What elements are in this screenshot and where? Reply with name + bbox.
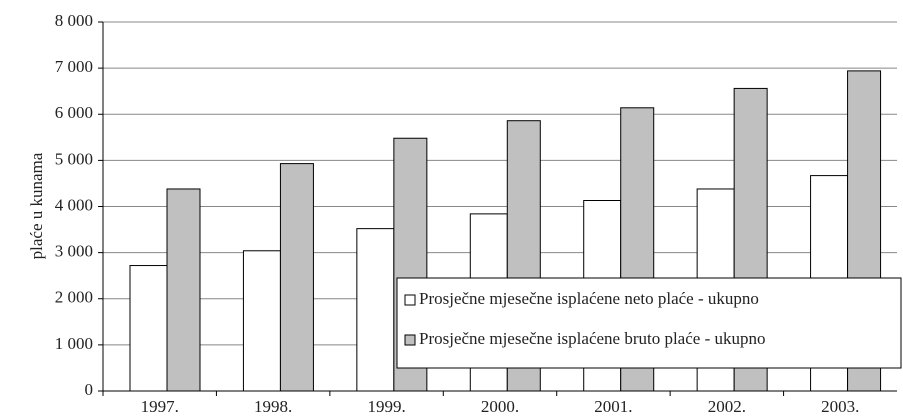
bar	[242, 250, 281, 392]
legend-label: Prosječne mjesečne isplaćene bruto plaće…	[419, 329, 765, 348]
bar	[356, 228, 395, 392]
y-tick-label: 5 000	[55, 149, 93, 168]
legend-label: Prosječne mjesečne isplaćene neto plaće …	[419, 289, 759, 308]
y-tick-label: 2 000	[55, 288, 93, 307]
bar	[129, 265, 168, 392]
legend-box	[396, 277, 902, 369]
x-tick-label: 1999.	[367, 397, 405, 416]
legend-swatch	[404, 334, 416, 346]
y-tick-label: 3 000	[55, 242, 93, 261]
x-tick-label: 2003.	[821, 397, 859, 416]
y-tick-label: 6 000	[55, 103, 93, 122]
x-tick-label: 1997.	[141, 397, 179, 416]
x-tick-label: 2002.	[708, 397, 746, 416]
legend: Prosječne mjesečne isplaćene neto plaće …	[396, 277, 902, 369]
y-tick-label: 8 000	[55, 11, 93, 30]
y-tick-label: 1 000	[55, 334, 93, 353]
legend-swatch	[404, 294, 416, 306]
y-tick-label: 0	[85, 380, 94, 399]
bar	[166, 188, 201, 392]
y-tick-label: 7 000	[55, 57, 93, 76]
x-tick-label: 2000.	[481, 397, 519, 416]
y-tick-label: 4 000	[55, 195, 93, 214]
y-axis-label: plaće u kunama	[27, 152, 46, 259]
bar	[279, 163, 314, 392]
x-tick-label: 1998.	[254, 397, 292, 416]
x-tick-label: 2001.	[594, 397, 632, 416]
